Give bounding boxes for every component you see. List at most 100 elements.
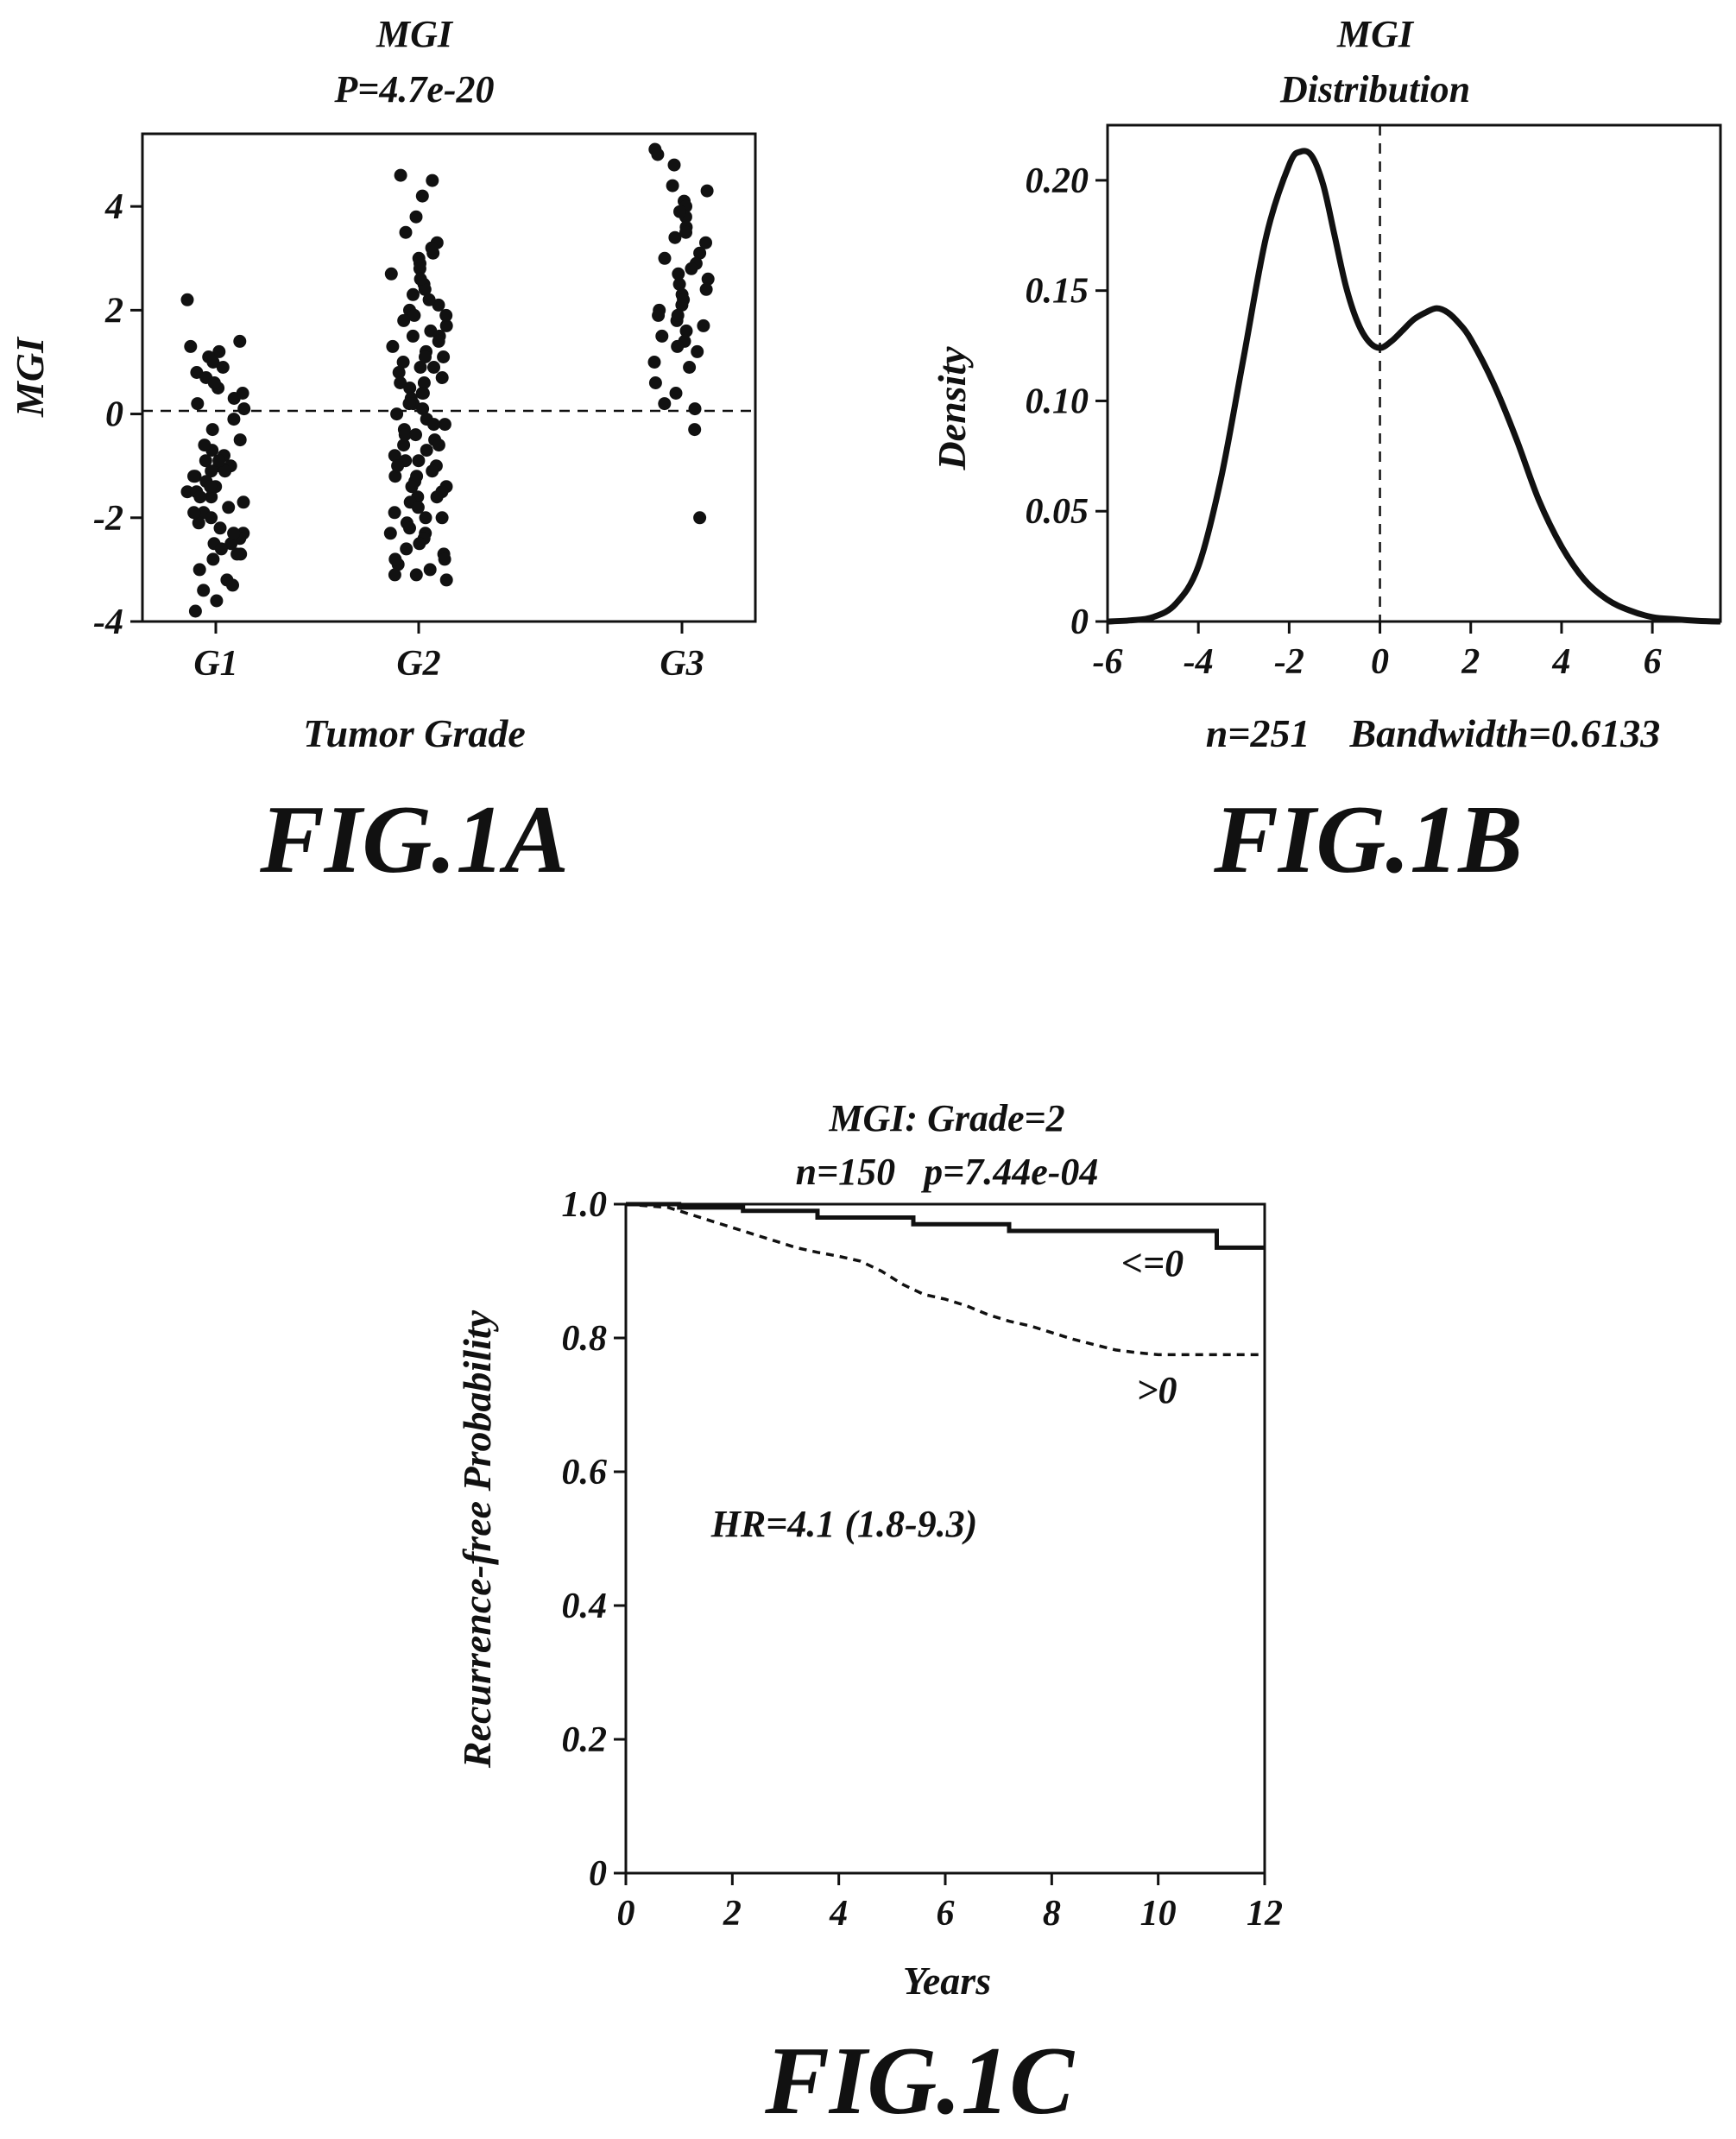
fig1a-point <box>669 387 683 400</box>
fig1b-x-tick-label: 6 <box>1644 642 1662 682</box>
fig1a-point <box>691 344 704 358</box>
fig1a-subtitle: P=4.7e-20 <box>333 68 494 110</box>
fig1a-point <box>397 313 411 327</box>
fig1a-point <box>409 210 423 224</box>
fig1a-point <box>679 225 692 239</box>
fig1c-x-tick-label: 8 <box>1043 1894 1061 1934</box>
fig1a-point <box>658 251 672 265</box>
fig1a-point <box>199 454 212 468</box>
fig1a-point <box>187 470 200 483</box>
fig1a-point <box>212 454 226 468</box>
fig1a-point <box>233 334 247 348</box>
fig1a-point <box>420 444 433 457</box>
fig1a-point <box>407 308 421 322</box>
fig1a-point <box>439 573 453 587</box>
fig1a-point <box>673 205 686 218</box>
fig1a-point <box>432 439 445 452</box>
fig1a-figure-label: FIG.1A <box>259 786 569 893</box>
fig1c-x-tick-label: 6 <box>937 1894 955 1934</box>
fig1a-point <box>409 428 422 442</box>
fig1a-point <box>205 423 219 437</box>
fig1a-point <box>198 439 211 452</box>
fig1c-series-label-le0: <=0 <box>1121 1242 1184 1284</box>
fig1a-point <box>400 542 413 556</box>
fig1a-point <box>425 241 439 255</box>
fig1a-point <box>197 584 211 597</box>
fig1a-chart: MGI P=4.7e-20 -4 -2 0 2 4 G1 G2 G3 MGI Tumor G… <box>8 13 757 893</box>
fig1a-x-tick-label: G2 <box>396 644 440 684</box>
fig1a-point <box>672 277 686 291</box>
fig1a-points <box>180 142 715 618</box>
fig1a-title: MGI <box>376 13 454 55</box>
fig1a-point <box>427 418 440 432</box>
fig1a-point <box>388 506 401 520</box>
fig1b-y-tick-label: 0.10 <box>1026 382 1089 421</box>
fig1a-point <box>214 542 228 556</box>
fig1b-x-tick-label: -4 <box>1184 642 1214 682</box>
fig1a-point <box>207 376 221 389</box>
fig1a-point <box>667 158 681 172</box>
fig1a-point <box>390 407 404 421</box>
fig1a-point <box>230 547 244 561</box>
fig1a-x-axis: G1 G2 G3 <box>193 622 704 684</box>
fig1a-point <box>439 319 453 332</box>
fig1a-point <box>416 402 430 416</box>
fig1a-point <box>666 179 679 192</box>
fig1a-point <box>388 552 402 566</box>
fig1a-point <box>435 511 449 525</box>
fig1a-point <box>430 490 444 504</box>
fig1b-subtitle: Distribution <box>1279 68 1470 110</box>
fig1a-point <box>423 563 437 577</box>
fig1a-point <box>237 402 251 416</box>
fig1a-point <box>413 537 426 551</box>
fig1a-point <box>180 485 194 499</box>
fig1b-chart: MGI Distribution 00.050.100.150.20 -6 -4-… <box>930 13 1722 893</box>
fig1a-point <box>212 344 226 358</box>
fig1a-y-tick-label: -4 <box>93 603 123 642</box>
fig1a-point <box>438 418 451 432</box>
fig1a-point <box>192 516 205 530</box>
fig1a-point <box>184 339 198 353</box>
fig1a-point <box>438 552 451 566</box>
fig1a-point <box>388 470 402 483</box>
fig1a-point <box>697 319 710 332</box>
fig1a-point <box>413 272 427 286</box>
fig1b-x-tick-label: 0 <box>1371 642 1389 682</box>
fig1a-point <box>391 459 405 473</box>
fig1a-point <box>406 329 420 343</box>
fig1a-point <box>699 282 713 296</box>
fig1a-point <box>416 387 430 400</box>
fig1a-point <box>205 511 218 525</box>
fig1a-point <box>419 511 432 525</box>
fig1c-figure-label: FIG.1C <box>764 2028 1075 2135</box>
fig1c-x-tick-label: 2 <box>723 1894 742 1934</box>
fig1a-point <box>652 308 666 322</box>
fig1c-x-tick-label: 12 <box>1247 1894 1283 1934</box>
fig1a-point <box>233 433 247 447</box>
fig1a-point <box>422 293 436 306</box>
fig1a-point <box>398 428 412 442</box>
fig1a-point <box>658 397 672 411</box>
fig1a-x-tick-label: G3 <box>660 644 704 684</box>
fig1b-x-label: n=251 Bandwidth=0.6133 <box>1206 711 1661 755</box>
fig1a-point <box>403 382 417 394</box>
fig1a-point <box>427 361 440 374</box>
fig1a-point <box>227 392 241 405</box>
fig1b-title: MGI <box>1336 13 1415 55</box>
fig1a-point <box>419 350 432 363</box>
fig1a-point <box>403 521 416 535</box>
fig1a-point <box>655 329 669 343</box>
fig1a-point <box>226 578 239 592</box>
fig1a-point <box>399 225 413 239</box>
fig1a-point <box>409 568 423 582</box>
fig1a-point <box>218 464 232 478</box>
fig1c-y-tick-label: 0.4 <box>562 1587 608 1626</box>
fig1c-y-tick-label: 0 <box>589 1854 607 1894</box>
fig1a-point <box>668 230 682 244</box>
fig1c-x-axis: 0 2 4 6 8 10 12 <box>617 1873 1283 1934</box>
fig1b-y-tick-label: 0.15 <box>1026 272 1089 312</box>
fig1a-point <box>693 511 707 525</box>
fig1a-point <box>685 262 698 275</box>
fig1a-point <box>426 464 439 478</box>
